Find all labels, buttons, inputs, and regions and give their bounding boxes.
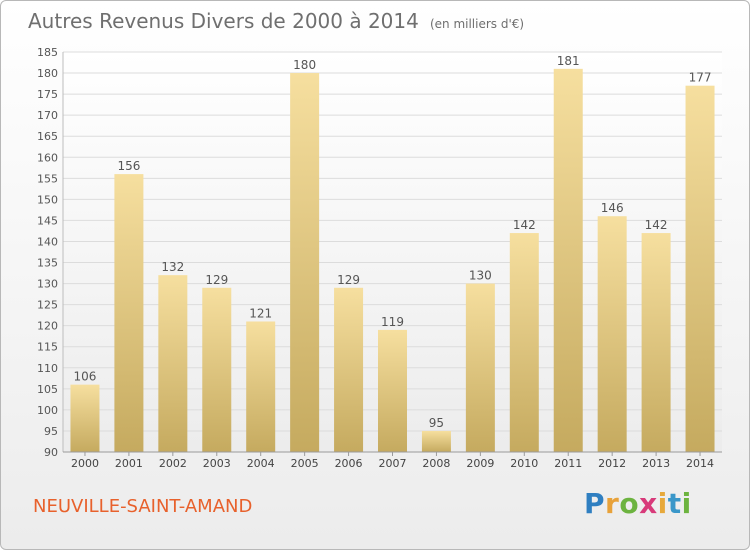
x-tick-label: 2009: [466, 457, 494, 470]
bar-value-label: 142: [513, 218, 536, 232]
x-tick-label: 2002: [159, 457, 187, 470]
x-tick-label: 2001: [115, 457, 143, 470]
y-tick-label: 125: [37, 299, 58, 312]
proxiti-logo[interactable]: Proxiti: [584, 487, 692, 520]
bar-value-label: 156: [117, 159, 140, 173]
y-tick-label: 115: [37, 341, 58, 354]
y-tick-label: 145: [37, 214, 58, 227]
y-tick-label: 185: [37, 46, 58, 59]
y-tick-label: 130: [37, 278, 58, 291]
y-tick-label: 165: [37, 130, 58, 143]
y-tick-label: 105: [37, 383, 58, 396]
bar[interactable]: [685, 85, 715, 453]
bar[interactable]: [509, 233, 539, 452]
y-tick-label: 180: [37, 67, 58, 80]
logo-letter: o: [619, 487, 640, 520]
bar[interactable]: [114, 174, 144, 452]
bar[interactable]: [334, 287, 364, 452]
bar-value-label: 106: [74, 370, 97, 384]
y-tick-label: 170: [37, 109, 58, 122]
chart-subtitle: (en milliers d'€): [429, 17, 525, 31]
logo-letter: t: [667, 487, 682, 520]
bar-value-label: 119: [381, 315, 404, 329]
bar[interactable]: [246, 321, 276, 452]
y-tick-label: 175: [37, 88, 58, 101]
x-tick-label: 2012: [598, 457, 626, 470]
bar-value-label: 180: [293, 58, 316, 72]
bar[interactable]: [641, 233, 671, 452]
bar[interactable]: [202, 287, 232, 452]
x-tick-label: 2006: [335, 457, 363, 470]
x-tick-label: 2007: [379, 457, 407, 470]
x-tick-label: 2000: [71, 457, 99, 470]
y-tick-label: 120: [37, 320, 58, 333]
y-tick-label: 90: [44, 446, 58, 459]
logo-letter: i: [657, 487, 668, 520]
y-tick-label: 155: [37, 172, 58, 185]
x-tick-label: 2008: [422, 457, 450, 470]
commune-name: NEUVILLE-SAINT-AMAND: [33, 496, 253, 517]
chart-title: Autres Revenus Divers de 2000 à 2014: [28, 9, 419, 33]
x-tick-label: 2014: [686, 457, 714, 470]
bar[interactable]: [421, 430, 451, 452]
y-tick-label: 150: [37, 193, 58, 206]
bar-value-label: 181: [557, 54, 580, 68]
logo-letter: x: [639, 487, 658, 520]
bar[interactable]: [465, 283, 495, 452]
bar[interactable]: [158, 275, 188, 452]
x-axis: 2000 2001 2002 2003 2004 2005 2006 2007 2008 2009…: [63, 451, 722, 470]
bar-value-label: 146: [601, 201, 624, 215]
x-tick-label: 2010: [510, 457, 538, 470]
bar-value-label: 129: [337, 273, 360, 287]
logo-letter: i: [681, 487, 692, 520]
bar-value-label: 129: [205, 273, 228, 287]
bar[interactable]: [597, 216, 627, 452]
bar-value-label: 177: [689, 71, 712, 85]
x-tick-label: 2005: [291, 457, 319, 470]
bar[interactable]: [378, 329, 407, 452]
bar-value-label: 95: [429, 416, 444, 430]
x-tick-label: 2013: [642, 457, 670, 470]
value-labels: 106 156 132 129 121 180 129 119 95 130 142 181 146 14…: [74, 54, 712, 430]
y-tick-label: 95: [44, 425, 58, 438]
bar-value-label: 121: [249, 306, 272, 320]
bar[interactable]: [553, 68, 583, 452]
y-tick-label: 160: [37, 151, 58, 164]
chart-title-block: Autres Revenus Divers de 2000 à 2014 (en…: [28, 9, 524, 33]
y-tick-label: 110: [37, 362, 58, 375]
x-tick-label: 2004: [247, 457, 275, 470]
bar[interactable]: [290, 73, 320, 452]
y-axis: 90 95 100 105 110 115 120 125 130 135 140 145 150 155…: [37, 46, 64, 459]
x-tick-label: 2003: [203, 457, 231, 470]
y-tick-label: 135: [37, 257, 58, 270]
y-tick-label: 100: [37, 404, 58, 417]
logo-letter: P: [584, 487, 606, 520]
y-tick-label: 140: [37, 235, 58, 248]
bar-value-label: 142: [645, 218, 668, 232]
bar[interactable]: [70, 384, 100, 452]
logo-letter: r: [605, 487, 620, 520]
x-tick-label: 2011: [554, 457, 582, 470]
bar-value-label: 132: [161, 260, 184, 274]
bar-value-label: 130: [469, 269, 492, 283]
bars: [70, 68, 715, 453]
